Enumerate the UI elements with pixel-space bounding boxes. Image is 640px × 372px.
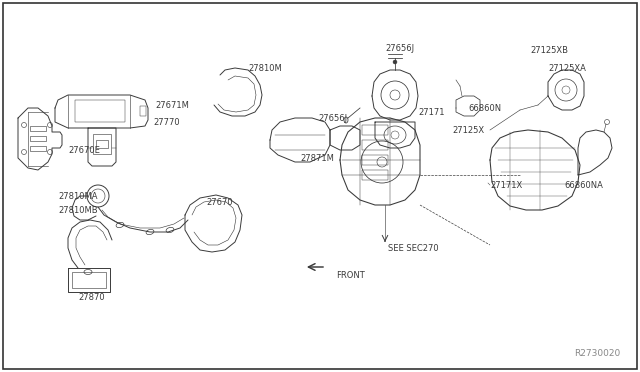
Bar xyxy=(362,125,388,135)
Bar xyxy=(140,106,146,116)
Text: 27671M: 27671M xyxy=(155,100,189,109)
Bar xyxy=(93,134,111,154)
Text: 27810MB: 27810MB xyxy=(58,205,98,215)
Bar xyxy=(30,126,46,131)
Bar xyxy=(96,140,108,148)
Text: 27870: 27870 xyxy=(78,294,104,302)
Bar xyxy=(362,140,388,150)
Text: 27171: 27171 xyxy=(418,108,445,116)
Bar xyxy=(30,136,46,141)
Bar xyxy=(30,146,46,151)
Bar xyxy=(75,100,125,122)
Text: 27656J: 27656J xyxy=(385,44,415,52)
Text: 27810M: 27810M xyxy=(248,64,282,73)
Text: 27670: 27670 xyxy=(206,198,232,206)
Text: 27125XA: 27125XA xyxy=(548,64,586,73)
Text: 27670E: 27670E xyxy=(68,145,100,154)
Text: R2730020: R2730020 xyxy=(573,349,620,358)
Bar xyxy=(362,170,388,180)
Text: 27810MA: 27810MA xyxy=(58,192,97,201)
Bar xyxy=(362,155,388,165)
Text: SEE SEC270: SEE SEC270 xyxy=(388,244,438,253)
Text: 66860NA: 66860NA xyxy=(564,180,603,189)
Text: 27125X: 27125X xyxy=(452,125,484,135)
Ellipse shape xyxy=(393,60,397,64)
Text: 27871M: 27871M xyxy=(300,154,334,163)
Text: FRONT: FRONT xyxy=(336,270,365,279)
Text: 27171X: 27171X xyxy=(490,180,522,189)
Text: 66860N: 66860N xyxy=(468,103,501,112)
Text: 27770: 27770 xyxy=(153,118,180,126)
Bar xyxy=(72,272,106,288)
Text: 27125XB: 27125XB xyxy=(530,45,568,55)
Text: 27656J: 27656J xyxy=(319,113,348,122)
